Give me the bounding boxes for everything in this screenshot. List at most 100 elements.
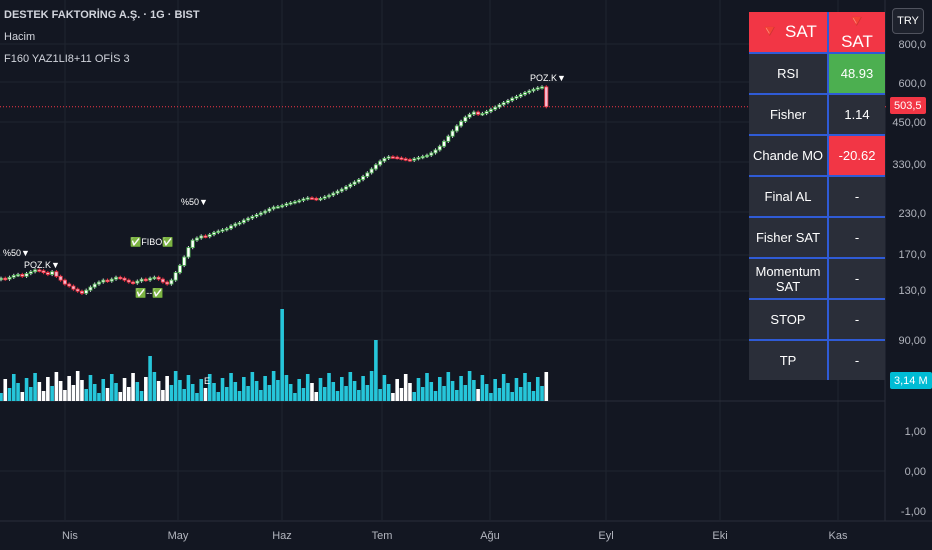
volume-bar	[365, 385, 370, 401]
candle-body	[224, 228, 229, 231]
price-axis-tick: 90,00	[898, 335, 926, 347]
volume-bar	[169, 385, 174, 401]
time-axis-tick: Nis	[62, 530, 78, 542]
volume-bar	[301, 388, 306, 401]
row-value-fisher: 1.14	[828, 94, 885, 136]
candle-body	[305, 197, 310, 200]
volume-bar	[67, 376, 71, 401]
candle-body	[105, 279, 110, 283]
volume-bar	[233, 382, 238, 401]
volume-bar	[433, 391, 438, 401]
candle-body	[75, 288, 80, 292]
candle-body	[148, 277, 153, 281]
candle-body	[540, 86, 545, 89]
candle-body	[126, 279, 131, 283]
volume-bar	[476, 389, 480, 401]
volume-bar	[114, 383, 118, 401]
table-row: Final AL -	[749, 176, 885, 218]
volume-bar	[429, 382, 434, 401]
candle-body	[382, 157, 387, 162]
signal-label: %50▼	[181, 197, 208, 207]
volume-bar	[523, 373, 527, 401]
row-label-stop: STOP	[749, 299, 829, 341]
candle-body	[510, 97, 515, 101]
currency-button[interactable]: TRY	[892, 8, 924, 34]
candle-body	[433, 149, 438, 154]
volume-bar	[75, 371, 80, 401]
time-axis-tick: May	[168, 530, 189, 542]
volume-bar	[216, 392, 221, 401]
candle-body	[160, 278, 165, 283]
candle-body	[297, 200, 302, 203]
candle-body	[480, 113, 485, 116]
volume-bar	[310, 383, 314, 401]
volume-bar	[199, 379, 204, 401]
signal-annotations: %50▼ POZ.K▼ ✅FIBO✅ ✅--✅ %50▼ POZ.K▼ E	[3, 73, 566, 386]
candle-body	[527, 90, 532, 93]
volume-bar	[318, 378, 323, 401]
candle-body	[505, 100, 510, 104]
candle-body	[412, 158, 417, 161]
candle-body	[37, 269, 42, 272]
volume-bar	[131, 373, 135, 401]
candle-body	[169, 279, 174, 285]
candle-body	[118, 276, 123, 280]
candle-body	[450, 130, 455, 137]
signal-table: 🔻 SAT 🔻 SAT RSI 48.93 Fisher 1.14 Chande…	[749, 12, 885, 380]
candle-body	[143, 278, 148, 282]
volume-bar	[297, 379, 301, 401]
candle-body	[165, 281, 170, 285]
candle-body	[122, 277, 127, 281]
volume-bar	[391, 393, 395, 401]
candle-body	[356, 179, 361, 183]
volume-bar	[408, 383, 412, 401]
symbol-title[interactable]: DESTEK FAKTORİNG A.Ş. · 1G · BIST	[4, 9, 200, 21]
time-axis-tick: Ağu	[480, 530, 500, 542]
volume-bar	[161, 390, 165, 401]
volume-bar	[50, 386, 54, 401]
candle-body	[378, 160, 383, 166]
volume-bar	[501, 374, 506, 401]
candle-body	[518, 94, 523, 97]
volume-bar	[254, 381, 259, 401]
candle-body	[280, 205, 285, 208]
signal-label: ✅FIBO✅	[130, 236, 173, 247]
volume-bar	[518, 387, 523, 401]
candle-body	[459, 120, 464, 127]
candle-body	[267, 208, 272, 212]
volume-bar	[173, 371, 178, 401]
volume-bar	[484, 384, 489, 401]
price-axis-tick: 800,0	[898, 39, 926, 51]
volume-bar	[420, 387, 425, 401]
volume-bar	[305, 374, 310, 401]
volume-bar	[340, 377, 344, 401]
volume-bar	[288, 384, 293, 401]
volume-bar	[152, 372, 157, 401]
candle-body	[96, 281, 101, 285]
signal-label: POZ.K▼	[24, 260, 60, 270]
volume-bar	[186, 375, 191, 401]
candle-body	[258, 212, 263, 216]
volume-bar	[463, 385, 468, 401]
candle-body	[488, 108, 493, 112]
signal-label: %50▼	[3, 248, 30, 258]
volume-bar	[348, 372, 353, 401]
volume-bar	[263, 376, 267, 401]
row-value-chande: -20.62	[828, 135, 885, 177]
candle-body	[390, 156, 395, 159]
volume-bar	[122, 378, 127, 401]
row-label-fisher: Fisher	[749, 94, 829, 136]
time-axis-tick: Tem	[372, 530, 393, 542]
price-axis-tick: 170,0	[898, 249, 926, 261]
candle-body	[442, 140, 447, 147]
volume-legend[interactable]: Hacim	[4, 31, 36, 43]
indicator-legend[interactable]: F160 YAZ1LI8+11 OFİS 3	[4, 53, 130, 65]
volume-bar	[41, 391, 46, 401]
volume-bar	[386, 384, 391, 401]
volume-bar	[327, 373, 331, 401]
candle-body	[24, 273, 29, 277]
candle-body	[471, 111, 476, 115]
candle-body	[263, 210, 268, 214]
candle-body	[301, 198, 306, 201]
